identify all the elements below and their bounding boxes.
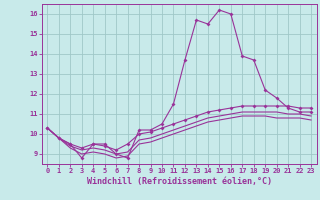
X-axis label: Windchill (Refroidissement éolien,°C): Windchill (Refroidissement éolien,°C) [87, 177, 272, 186]
